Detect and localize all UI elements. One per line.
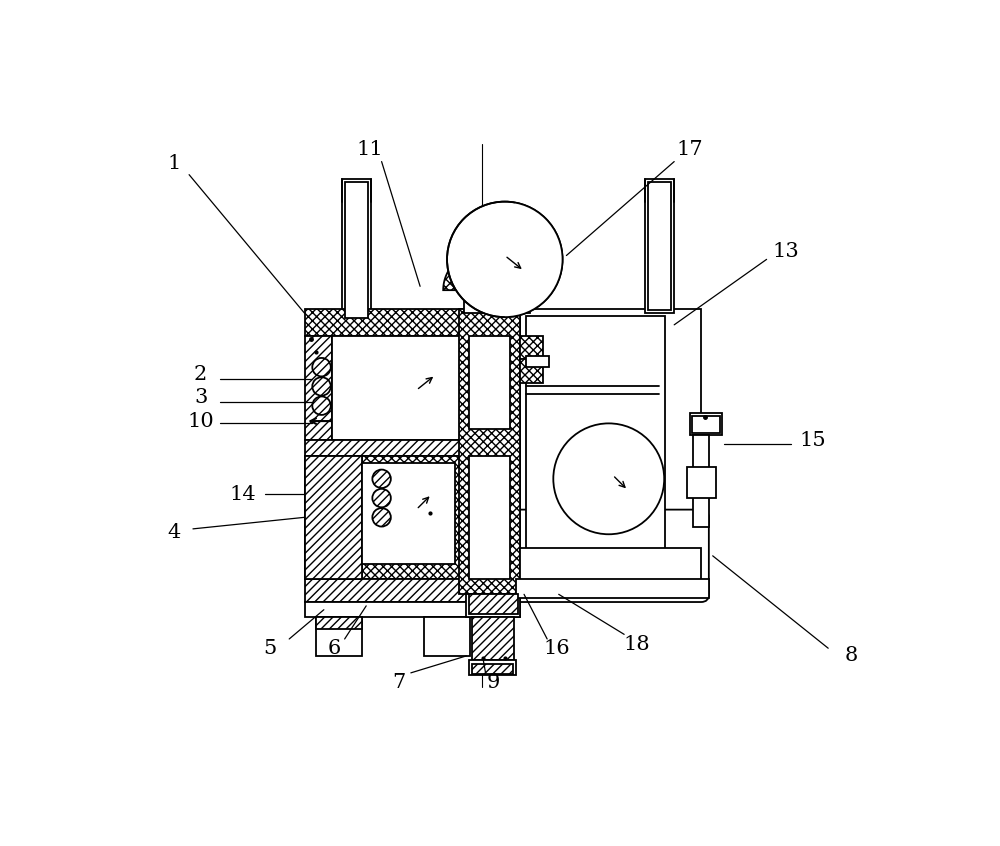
Bar — [305, 310, 520, 337]
Bar — [464, 286, 487, 313]
Bar — [469, 660, 516, 675]
Bar — [305, 579, 520, 602]
Circle shape — [372, 470, 391, 488]
Wedge shape — [505, 202, 563, 317]
Circle shape — [372, 489, 391, 508]
Bar — [520, 548, 701, 595]
Bar — [316, 618, 362, 629]
Circle shape — [447, 201, 563, 317]
Bar — [645, 179, 674, 313]
Text: 10: 10 — [187, 411, 214, 431]
Text: 14: 14 — [230, 485, 256, 503]
Bar — [690, 414, 722, 435]
Bar — [520, 310, 701, 595]
Bar — [526, 316, 665, 589]
Text: 2: 2 — [194, 365, 207, 384]
Bar — [305, 337, 332, 440]
Bar — [342, 179, 371, 321]
Bar — [692, 415, 720, 432]
Bar — [693, 435, 709, 527]
Text: 16: 16 — [544, 639, 570, 657]
Bar — [459, 310, 520, 595]
FancyBboxPatch shape — [512, 509, 709, 602]
Text: 5: 5 — [263, 639, 277, 657]
Circle shape — [312, 377, 331, 396]
Bar — [472, 618, 514, 660]
Bar — [526, 355, 549, 367]
Text: 11: 11 — [357, 140, 383, 159]
Circle shape — [312, 358, 331, 376]
Bar — [332, 337, 466, 440]
Bar — [516, 579, 709, 598]
Bar — [469, 595, 518, 613]
Bar — [305, 456, 520, 579]
Bar — [687, 467, 716, 498]
Bar — [305, 602, 520, 618]
Text: 15: 15 — [799, 431, 826, 450]
Bar — [507, 286, 530, 313]
Text: 17: 17 — [676, 140, 703, 159]
Text: 4: 4 — [167, 523, 180, 542]
Text: 1: 1 — [167, 154, 180, 173]
Text: 18: 18 — [624, 634, 651, 654]
Bar — [345, 182, 368, 318]
Bar — [424, 618, 470, 656]
Text: 9: 9 — [487, 673, 500, 692]
Bar — [520, 360, 543, 382]
PathPatch shape — [443, 251, 520, 290]
Bar — [469, 337, 510, 429]
Circle shape — [312, 397, 331, 415]
Bar — [316, 618, 362, 656]
Bar — [520, 337, 543, 360]
Text: 6: 6 — [327, 639, 340, 657]
Bar — [472, 663, 513, 673]
Bar — [362, 464, 455, 563]
Bar — [469, 456, 510, 579]
Bar — [648, 182, 671, 310]
Bar — [466, 337, 493, 398]
Bar — [305, 456, 362, 579]
Circle shape — [553, 423, 664, 535]
Bar — [305, 456, 362, 579]
Circle shape — [372, 508, 391, 526]
Text: 3: 3 — [194, 388, 207, 408]
Text: 8: 8 — [845, 646, 858, 666]
Text: 7: 7 — [392, 673, 405, 692]
Text: 13: 13 — [772, 242, 799, 261]
Bar — [305, 440, 520, 456]
Bar — [466, 595, 520, 618]
